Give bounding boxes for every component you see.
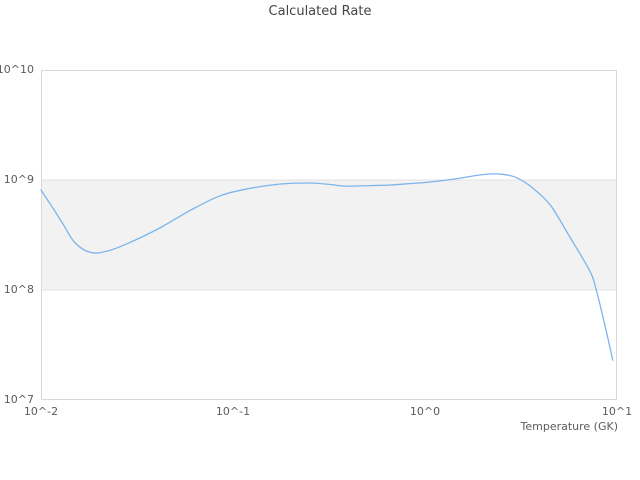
x-tick-label: 10^1 — [601, 405, 633, 418]
x-tick-label: 10^-2 — [23, 405, 59, 418]
y-tick-label: 10^8 — [3, 283, 34, 296]
chart-title: Calculated Rate — [268, 4, 372, 19]
plot-frame — [41, 70, 617, 400]
rate-curve — [40, 173, 614, 361]
y-tick-label: 10^9 — [3, 173, 34, 186]
x-axis-label: Temperature (GK) — [520, 420, 619, 433]
y-tick-label: 10^7 — [3, 393, 34, 406]
x-tick-label: 10^-1 — [215, 405, 251, 418]
y-tick-label: 10^10 — [0, 63, 34, 76]
shaded-band — [41, 180, 617, 290]
x-tick-label: 10^0 — [409, 405, 441, 418]
